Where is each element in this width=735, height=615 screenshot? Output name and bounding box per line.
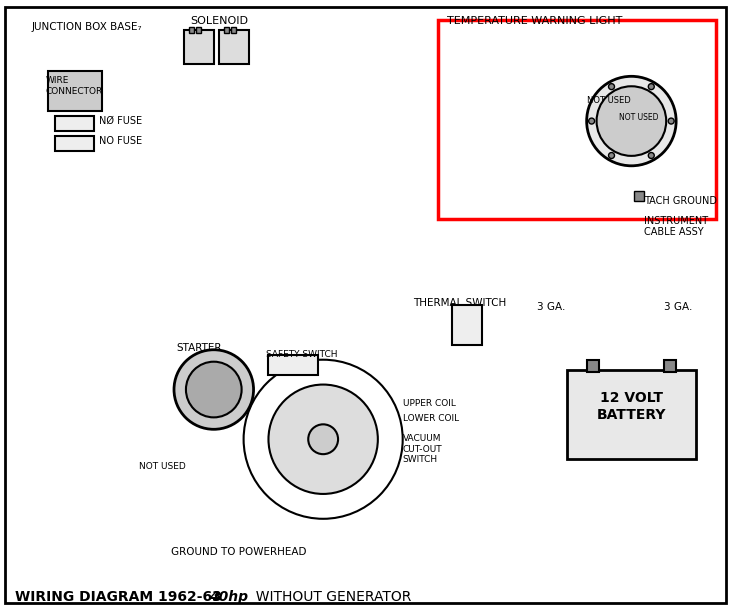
Bar xyxy=(453,305,482,345)
Circle shape xyxy=(609,153,614,159)
Circle shape xyxy=(186,362,242,418)
Bar xyxy=(437,20,716,218)
Circle shape xyxy=(587,76,676,166)
Circle shape xyxy=(648,84,654,90)
Circle shape xyxy=(308,424,338,454)
Text: WIRE
CONNECTOR: WIRE CONNECTOR xyxy=(46,76,103,96)
Bar xyxy=(196,26,201,33)
Text: THERMAL SWITCH: THERMAL SWITCH xyxy=(412,298,506,308)
Text: LOWER COIL: LOWER COIL xyxy=(403,415,459,423)
Bar xyxy=(634,191,645,200)
Text: SOLENOID: SOLENOID xyxy=(190,15,248,26)
Bar xyxy=(189,26,194,33)
Text: NØ FUSE: NØ FUSE xyxy=(99,116,143,126)
Text: SAFETY SWITCH: SAFETY SWITCH xyxy=(267,350,338,359)
Text: 12 VOLT
BATTERY: 12 VOLT BATTERY xyxy=(597,391,666,421)
Text: NOT USED: NOT USED xyxy=(620,113,659,122)
Text: GROUND TO POWERHEAD: GROUND TO POWERHEAD xyxy=(171,547,306,557)
Bar xyxy=(54,136,95,151)
Text: WIRING DIAGRAM 1962-63: WIRING DIAGRAM 1962-63 xyxy=(15,590,222,605)
Text: WITHOUT GENERATOR: WITHOUT GENERATOR xyxy=(246,590,411,605)
Bar xyxy=(587,360,598,371)
Text: NOT USED: NOT USED xyxy=(139,462,186,471)
Text: TACH GROUND: TACH GROUND xyxy=(645,196,717,205)
Text: INSTRUMENT
CABLE ASSY: INSTRUMENT CABLE ASSY xyxy=(645,215,709,237)
Text: TEMPERATURE WARNING LIGHT: TEMPERATURE WARNING LIGHT xyxy=(448,15,623,26)
Bar xyxy=(48,71,102,111)
Bar xyxy=(30,20,268,268)
Text: NO FUSE: NO FUSE xyxy=(99,136,143,146)
Circle shape xyxy=(648,153,654,159)
Text: JUNCTION BOX BASE₇: JUNCTION BOX BASE₇ xyxy=(32,22,143,31)
Text: NOT USED: NOT USED xyxy=(587,96,631,105)
Bar xyxy=(231,26,236,33)
Bar xyxy=(664,360,676,371)
Circle shape xyxy=(268,384,378,494)
Bar xyxy=(219,30,248,65)
Bar xyxy=(184,30,214,65)
Text: VACUUM
CUT-OUT
SWITCH: VACUUM CUT-OUT SWITCH xyxy=(403,434,442,464)
Bar xyxy=(54,116,95,131)
Circle shape xyxy=(174,350,254,429)
Bar xyxy=(567,370,696,459)
Text: 3 GA.: 3 GA. xyxy=(664,302,692,312)
Circle shape xyxy=(668,118,674,124)
Text: STARTER: STARTER xyxy=(176,343,222,353)
Bar xyxy=(268,355,318,375)
Text: 3 GA.: 3 GA. xyxy=(537,302,565,312)
Circle shape xyxy=(609,84,614,90)
Text: UPPER COIL: UPPER COIL xyxy=(403,400,456,408)
Text: 40hp: 40hp xyxy=(209,590,248,605)
Bar xyxy=(223,26,229,33)
Circle shape xyxy=(589,118,595,124)
Circle shape xyxy=(597,86,666,156)
